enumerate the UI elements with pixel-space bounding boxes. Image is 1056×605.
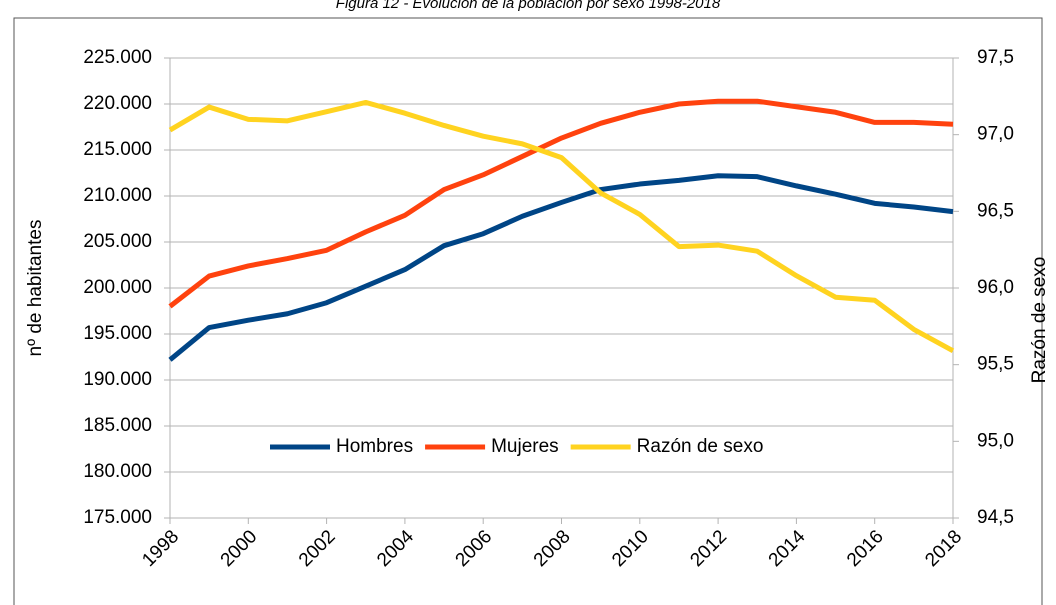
y-tick-label: 175.000 [83, 507, 152, 528]
y2-tick-label: 97,0 [977, 124, 1014, 145]
y2-tick-label: 96,0 [977, 277, 1014, 298]
x-tick-label: 2012 [686, 526, 731, 571]
y-tick-label: 215.000 [83, 139, 152, 160]
y-tick-label: 210.000 [83, 185, 152, 206]
y-tick-label: 205.000 [83, 231, 152, 252]
y-tick-label: 195.000 [83, 323, 152, 344]
y-tick-label: 200.000 [83, 277, 152, 298]
chart-frame [13, 17, 1043, 605]
y2-tick-label: 95,5 [977, 354, 1014, 375]
y-tick-label: 190.000 [83, 369, 152, 390]
y2-tick-label: 94,5 [977, 507, 1014, 528]
y2-tick-label: 97,5 [977, 47, 1014, 68]
y-axis-label: nº de habitantes [25, 220, 46, 357]
series-line [168, 173, 954, 362]
legend-label: Mujeres [491, 436, 559, 457]
chart-title: Figura 12 - Evolución de la población po… [336, 0, 721, 12]
x-tick-label: 2014 [765, 526, 810, 571]
x-tick-label: 2010 [608, 526, 653, 571]
x-tick-label: 2018 [921, 526, 966, 571]
y-tick-label: 180.000 [83, 461, 152, 482]
y2-axis-label: Razón de sexo [1029, 257, 1050, 384]
legend-label: Hombres [336, 436, 413, 457]
series-line [168, 98, 954, 309]
y-tick-label: 225.000 [83, 47, 152, 68]
y2-tick-label: 96,5 [977, 200, 1014, 221]
x-tick-label: 2000 [217, 526, 262, 571]
x-tick-label: 2008 [530, 526, 575, 571]
legend-label: Razón de sexo [637, 436, 764, 457]
y-tick-label: 185.000 [83, 415, 152, 436]
x-tick-label: 2006 [452, 526, 497, 571]
x-tick-label: 2002 [295, 526, 340, 571]
series-line [168, 99, 955, 354]
y2-tick-label: 95,0 [977, 430, 1014, 451]
x-tick-label: 1998 [138, 526, 183, 571]
y-tick-label: 220.000 [83, 93, 152, 114]
x-tick-label: 2004 [373, 526, 418, 571]
x-tick-label: 2016 [843, 526, 888, 571]
